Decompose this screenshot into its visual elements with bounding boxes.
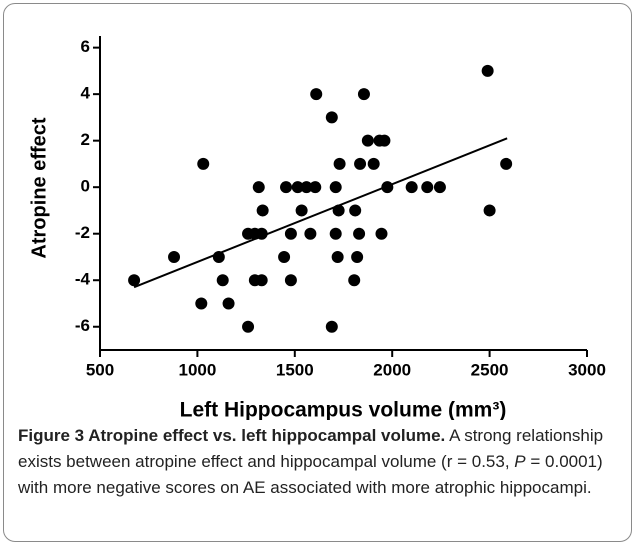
- point: [500, 157, 513, 170]
- fit-line: [133, 137, 508, 289]
- point: [255, 274, 268, 287]
- caption-text: P: [514, 452, 526, 471]
- point: [325, 320, 338, 333]
- point: [310, 88, 323, 101]
- point: [481, 64, 494, 77]
- point: [433, 181, 446, 194]
- point: [295, 204, 308, 217]
- point: [309, 181, 322, 194]
- point: [168, 250, 181, 263]
- point: [378, 134, 391, 147]
- y-axis-label: Atropine effect: [28, 117, 50, 258]
- x-tick-label: 1500: [276, 360, 314, 379]
- point: [357, 88, 370, 101]
- point: [375, 227, 388, 240]
- point: [349, 204, 362, 217]
- point: [351, 250, 364, 263]
- x-tick-label: 3000: [568, 360, 606, 379]
- point: [280, 181, 293, 194]
- point: [284, 227, 297, 240]
- point: [300, 181, 313, 194]
- point: [216, 274, 229, 287]
- caption-text: A strong relationship exists between atr…: [18, 426, 604, 471]
- y-tick-label: 6: [81, 37, 90, 56]
- x-tick-label: 2500: [471, 360, 509, 379]
- point: [284, 274, 297, 287]
- y-tick-label: 0: [81, 177, 90, 196]
- point: [242, 320, 255, 333]
- point: [197, 157, 210, 170]
- point: [329, 181, 342, 194]
- point: [421, 181, 434, 194]
- point: [333, 157, 346, 170]
- y-tick-label: 2: [81, 130, 90, 149]
- x-axis-label: Left Hippocampus volume (mm³): [180, 399, 507, 420]
- y-tick-label: -6: [75, 316, 90, 335]
- x-tick-label: 500: [86, 360, 114, 379]
- y-tick-label: 4: [81, 84, 91, 103]
- x-tick-label: 1000: [178, 360, 216, 379]
- y-tick-label: -4: [75, 270, 91, 289]
- point: [256, 204, 269, 217]
- point: [354, 157, 367, 170]
- point: [361, 134, 374, 147]
- point: [367, 157, 380, 170]
- point: [329, 227, 342, 240]
- point: [278, 250, 291, 263]
- point: [195, 297, 208, 310]
- point: [331, 250, 344, 263]
- caption: Figure 3 Atropine effect vs. left hippoc…: [18, 423, 618, 501]
- point: [128, 274, 141, 287]
- point: [405, 181, 418, 194]
- caption-title: Figure 3 Atropine effect vs. left hippoc…: [18, 426, 446, 445]
- point: [291, 181, 304, 194]
- x-tick-label: 2000: [373, 360, 411, 379]
- caption-text: = 0.0001) with more negative scores on A…: [18, 452, 603, 497]
- point: [252, 181, 265, 194]
- point: [353, 227, 366, 240]
- chart: Atropine effect Left Hippocampus volume …: [28, 36, 606, 420]
- point: [483, 204, 496, 217]
- figure-frame: [3, 3, 632, 542]
- point: [304, 227, 317, 240]
- point: [325, 111, 338, 124]
- point: [348, 274, 361, 287]
- y-tick-label: -2: [75, 223, 90, 242]
- point: [222, 297, 235, 310]
